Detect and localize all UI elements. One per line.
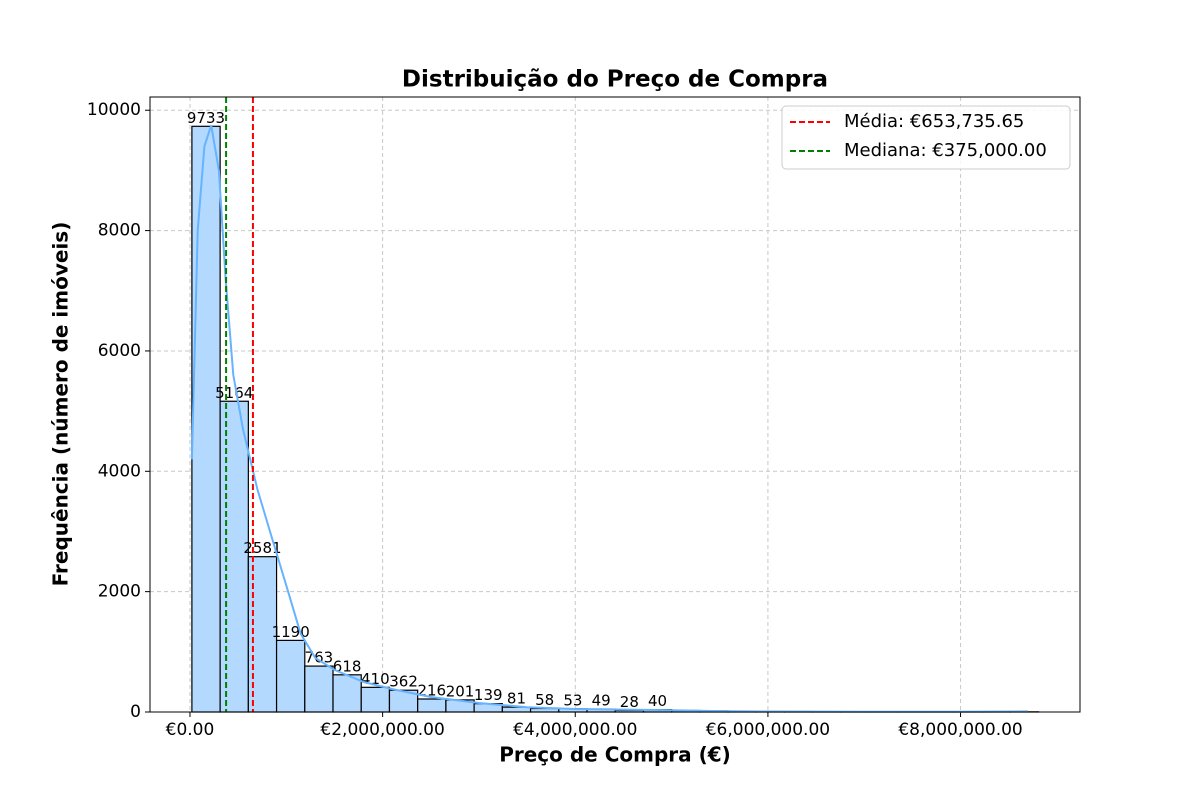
y-tick-label: 0: [130, 702, 141, 722]
bar: [275, 639, 306, 713]
data-label: 53: [563, 691, 582, 709]
y-tick-label: 2000: [98, 582, 141, 602]
data-label: 139: [474, 686, 503, 704]
bar: [304, 665, 334, 713]
x-tick-label: €8,000,000.00: [898, 720, 1022, 740]
legend-box: [781, 105, 1071, 170]
bar: [332, 674, 362, 713]
data-label: 9733: [187, 109, 225, 127]
data-label: 618: [333, 657, 362, 675]
data-label: 49: [592, 692, 611, 710]
data-label: 40: [648, 692, 667, 710]
y-axis-label: Frequência (número de imóveis): [49, 222, 73, 587]
x-tick-label: €4,000,000.00: [513, 720, 637, 740]
data-label: 1190: [272, 623, 310, 641]
y-tick-label: 10000: [87, 100, 141, 120]
legend-label: Média: €653,735.65: [844, 111, 1024, 132]
data-label: 28: [620, 693, 639, 711]
y-tick-label: 8000: [98, 221, 141, 241]
data-label: 763: [305, 649, 334, 667]
data-label: 362: [389, 673, 418, 691]
y-tick-label: 4000: [98, 461, 141, 481]
bar: [360, 686, 391, 713]
chart-title: Distribuição do Preço de Compra: [402, 67, 828, 93]
x-tick-label: €6,000,000.00: [706, 720, 830, 740]
y-tick-label: 6000: [98, 341, 141, 361]
bar: [191, 125, 221, 713]
bar: [417, 698, 447, 713]
x-tick-label: €2,000,000.00: [320, 720, 444, 740]
data-label: 5164: [215, 384, 253, 402]
data-label: 58: [535, 691, 554, 709]
x-axis-label: Preço de Compra (€): [499, 743, 731, 767]
legend-label: Mediana: €375,000.00: [844, 140, 1047, 161]
x-tick-label: €0.00: [166, 720, 215, 740]
data-label: 81: [507, 690, 526, 708]
kde-line: [190, 124, 1029, 713]
data-label: 201: [446, 682, 475, 700]
plot-frame: [149, 96, 1081, 713]
